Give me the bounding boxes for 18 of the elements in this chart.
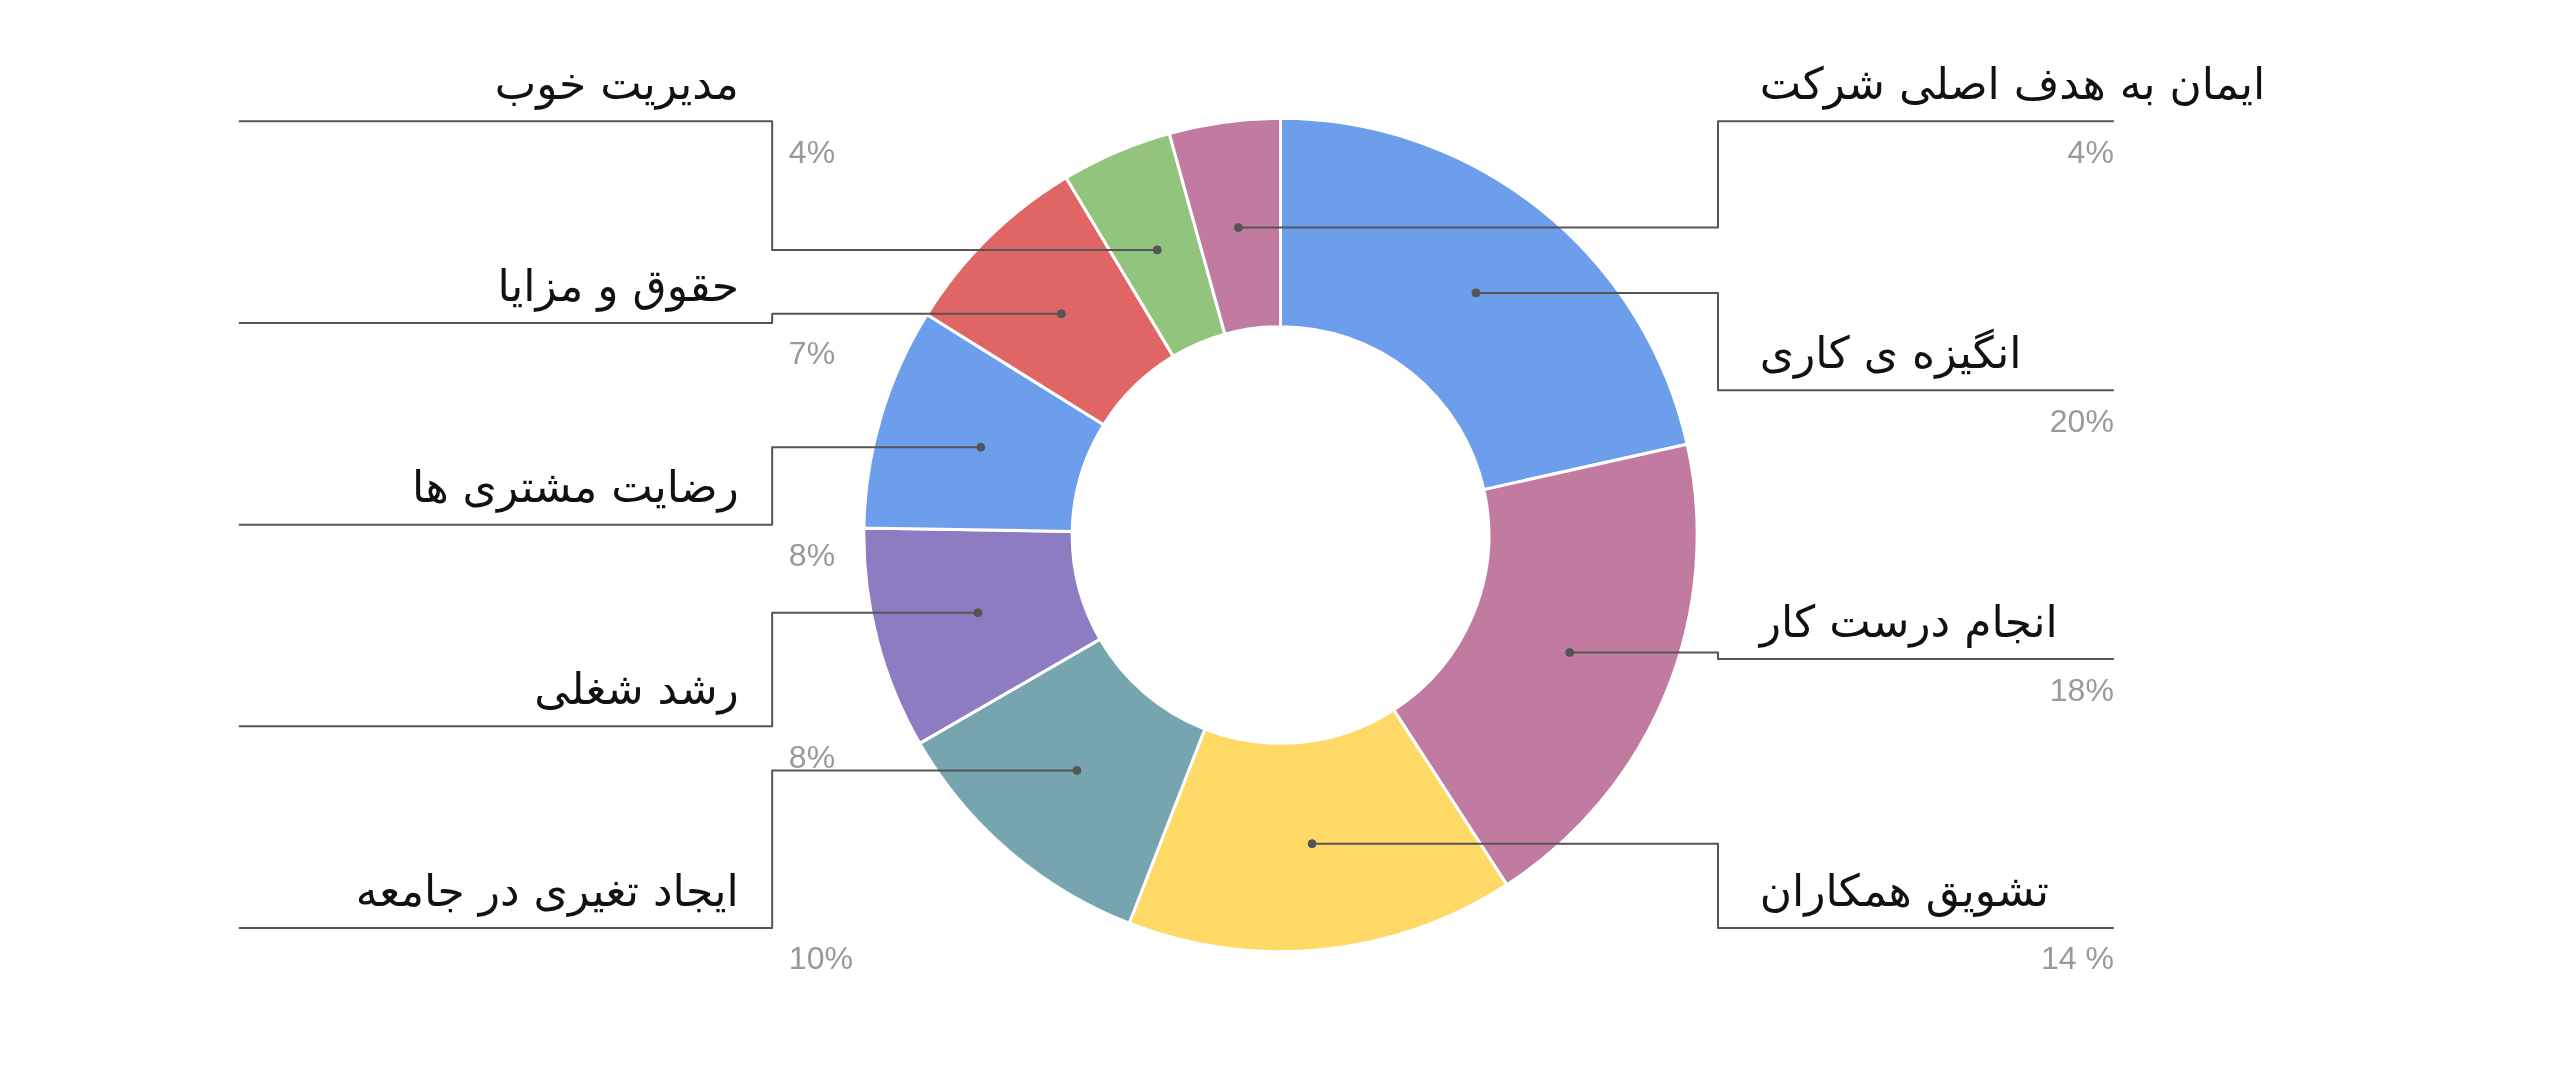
data-label: 4%	[2067, 133, 2114, 170]
slice-label: انگیزه ی کاری	[1759, 326, 2022, 379]
slice-label: حقوق و مزایا	[497, 259, 739, 312]
data-label: 20%	[2049, 402, 2114, 439]
slice-label: رضایت مشتری ها	[411, 461, 739, 514]
slice-label: تشویق همکاران	[1759, 864, 2049, 917]
data-label: 10%	[788, 940, 853, 977]
slice-label: ایمان به هدف اصلی شرکت	[1759, 57, 2266, 110]
data-label: 14 %	[2040, 940, 2114, 977]
data-label: 7%	[788, 335, 836, 372]
slice-label: رشد شغلی	[534, 662, 739, 715]
slice-label: انجام درست کار	[1757, 595, 2058, 648]
slice-label: ایجاد تغیری در جامعه	[355, 864, 739, 917]
data-label: 4%	[788, 133, 836, 170]
data-label: 8%	[788, 537, 836, 574]
slice-label: مدیریت خوب	[494, 57, 739, 110]
data-label: 18%	[2049, 671, 2114, 708]
data-label: 8%	[788, 738, 836, 775]
